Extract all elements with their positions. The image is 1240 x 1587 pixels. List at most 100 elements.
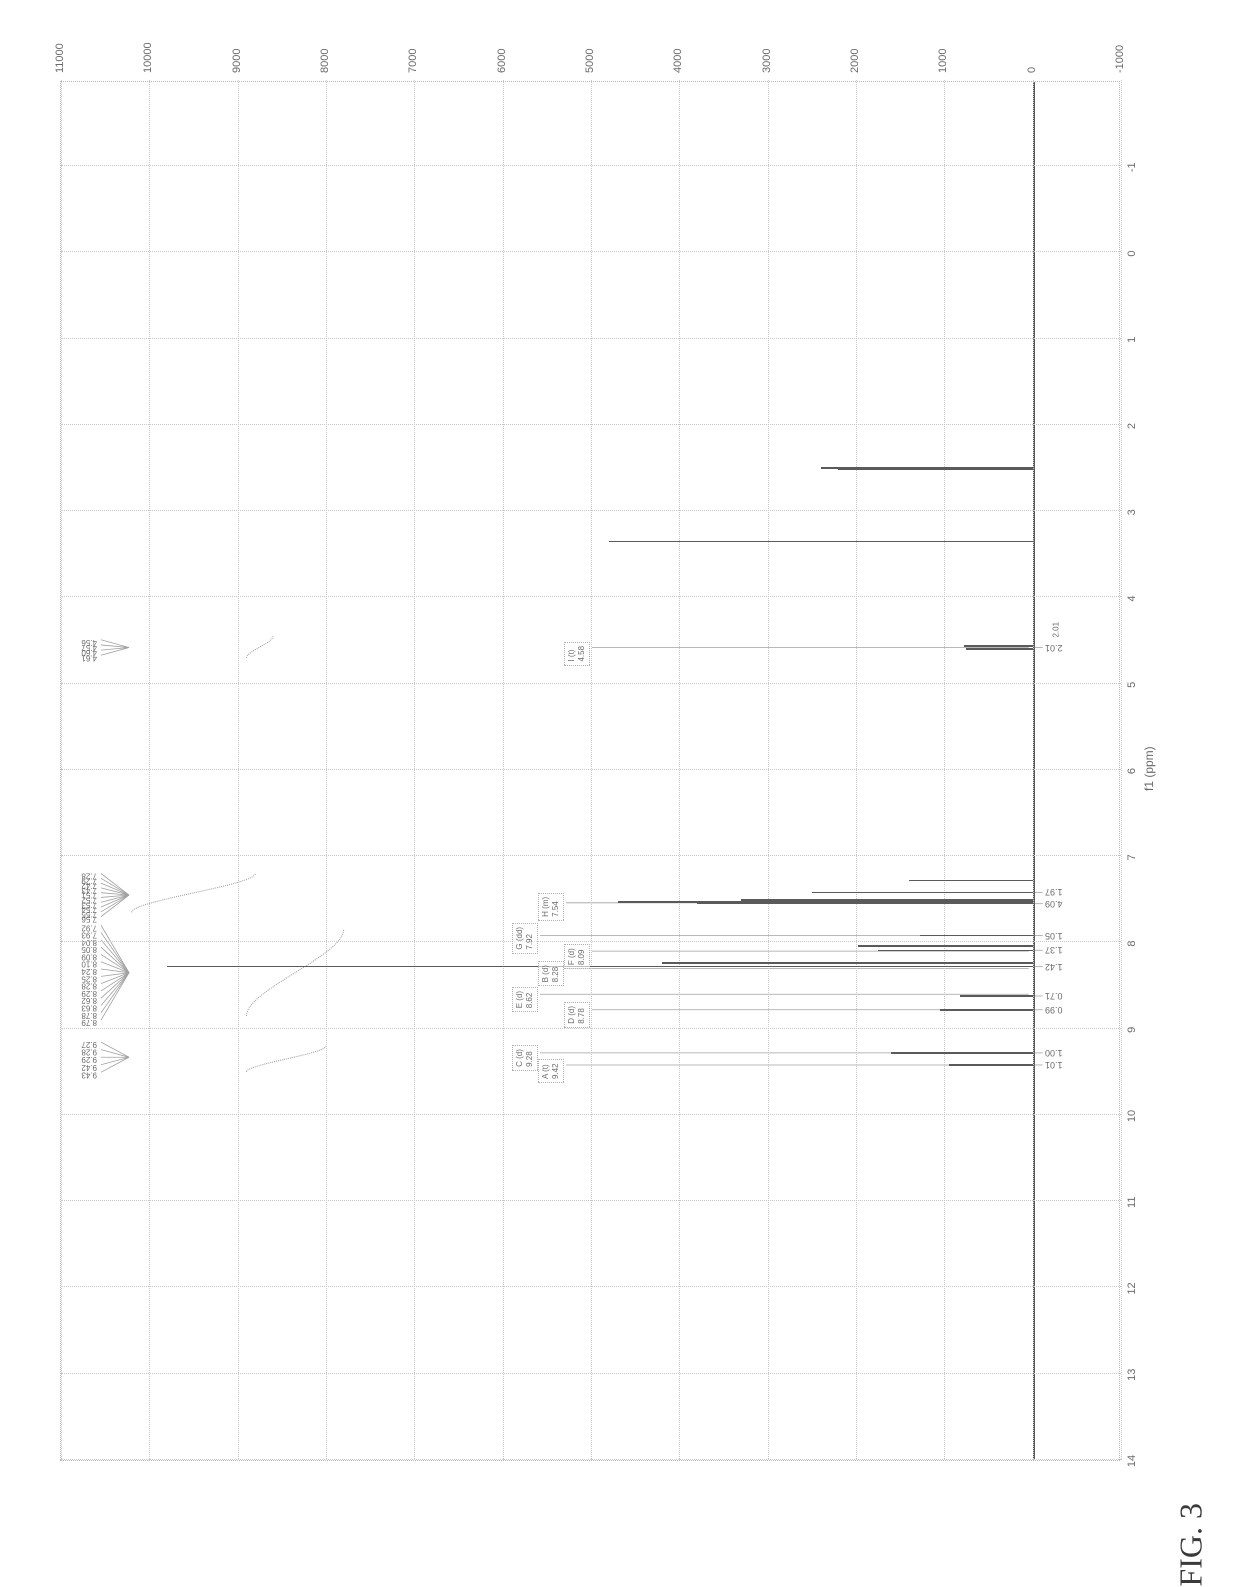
svg-text:8.10: 8.10 (81, 960, 97, 969)
svg-text:9.28: 9.28 (81, 1048, 97, 1057)
x-tick-label: 4 (1126, 595, 1138, 601)
x-tick-label: 11 (1126, 1197, 1138, 1208)
nmr-peak (812, 892, 1033, 894)
svg-text:8.63: 8.63 (81, 1004, 97, 1013)
integral-value: 1.97 (1045, 887, 1063, 897)
y-tick-label: -1000 (1114, 45, 1126, 73)
y-tick-label: 1000 (937, 49, 949, 73)
svg-text:8.28: 8.28 (81, 982, 97, 991)
x-tick-label: 6 (1126, 768, 1138, 774)
svg-text:7.56: 7.56 (81, 915, 97, 924)
gridline-h (1033, 80, 1034, 1460)
x-tick-label: 14 (1126, 1455, 1138, 1467)
integral-value: 0.71 (1045, 991, 1063, 1001)
gridline-h (238, 80, 239, 1460)
svg-text:7.51: 7.51 (81, 891, 97, 900)
svg-text:8.78: 8.78 (81, 1011, 97, 1020)
y-tick-label: 11000 (54, 43, 66, 73)
svg-text:7.42: 7.42 (81, 881, 97, 890)
nmr-peak (909, 880, 1033, 882)
x-tick-label: 1 (1126, 337, 1138, 343)
nmr-peak (618, 901, 1033, 903)
multiplet-box: B (d)8.28 (538, 961, 564, 986)
nmr-peak (949, 1064, 1033, 1066)
svg-text:8.24: 8.24 (81, 967, 97, 976)
figure-caption: FIG. 3 (1173, 1503, 1210, 1587)
svg-text:7.28: 7.28 (81, 872, 97, 881)
x-axis-title: f1 (ppm) (1142, 746, 1156, 791)
x-tick-label: 9 (1126, 1027, 1138, 1033)
multiplet-box: F (d)8.09 (564, 944, 590, 969)
gridline-h (856, 80, 857, 1460)
y-tick-label: 2000 (849, 49, 861, 73)
spectrum-page: PROTON_01 9.439.429.299.289.278.798.788.… (0, 0, 1240, 1521)
integral-value: 1.42 (1045, 962, 1063, 972)
x-tick-label: 10 (1126, 1110, 1138, 1122)
svg-text:7.55: 7.55 (81, 910, 97, 919)
svg-text:9.27: 9.27 (81, 1040, 97, 1049)
integral-value: 1.01 (1045, 1060, 1063, 1070)
gridline-h (326, 80, 327, 1460)
svg-text:7.29: 7.29 (81, 876, 97, 885)
y-tick-label: 6000 (496, 49, 508, 73)
svg-text:8.29: 8.29 (81, 989, 97, 998)
svg-text:7.54: 7.54 (81, 905, 97, 914)
gridline-h (503, 80, 504, 1460)
svg-text:4.60: 4.60 (81, 648, 97, 657)
integral-value: 1.05 (1045, 931, 1063, 941)
y-tick-label: 3000 (761, 49, 773, 73)
gridline-h (1121, 80, 1122, 1460)
nmr-peak (960, 995, 1032, 997)
svg-text:8.62: 8.62 (81, 996, 97, 1005)
nmr-peak (878, 950, 1033, 952)
x-tick-label: -1 (1126, 162, 1138, 172)
x-tick-label: 2 (1126, 423, 1138, 429)
nmr-peak (858, 945, 1033, 947)
svg-text:7.53: 7.53 (81, 900, 97, 909)
integral-value: 1.37 (1045, 945, 1063, 955)
y-tick-label: 7000 (407, 49, 419, 73)
gridline-h (768, 80, 769, 1460)
integral-value: 1.00 (1045, 1048, 1063, 1058)
nmr-peak (964, 645, 1033, 647)
multiplet-box: C (d)9.28 (512, 1045, 538, 1071)
svg-text:4.61: 4.61 (81, 653, 97, 662)
y-tick-label: 5000 (584, 49, 596, 73)
x-tick-label: 0 (1126, 250, 1138, 256)
svg-text:8.05: 8.05 (81, 945, 97, 954)
x-tick-label: 13 (1126, 1369, 1138, 1381)
multiplet-box: D (d)8.78 (564, 1002, 590, 1028)
integral-value: 0.99 (1045, 1005, 1063, 1015)
svg-text:7.92: 7.92 (81, 923, 97, 932)
multiplet-box: G (dd)7.92 (512, 923, 538, 954)
x-tick-label: 3 (1126, 509, 1138, 515)
nmr-peak (609, 541, 1033, 543)
x-tick-label: 7 (1126, 854, 1138, 860)
svg-text:7.43: 7.43 (81, 886, 97, 895)
svg-text:8.79: 8.79 (81, 1018, 97, 1027)
y-tick-label: 4000 (672, 49, 684, 73)
y-tick-label: 8000 (319, 49, 331, 73)
integral-value: 2.01 (1045, 643, 1063, 653)
svg-text:4.57: 4.57 (81, 643, 97, 652)
nmr-peak (920, 935, 1033, 937)
gridline-h (591, 80, 592, 1460)
nmr-peak (940, 1009, 1033, 1011)
gridline-h (679, 80, 680, 1460)
y-tick-label: 9000 (231, 49, 243, 73)
gridline-h (414, 80, 415, 1460)
multiplet-box: H (m)7.54 (538, 893, 564, 921)
x-tick-label: 12 (1126, 1282, 1138, 1294)
svg-text:9.42: 9.42 (81, 1063, 97, 1072)
gridline-h (149, 80, 150, 1460)
gridline-h (944, 80, 945, 1460)
multiplet-box: E (d)8.62 (512, 987, 538, 1012)
svg-text:7.93: 7.93 (81, 931, 97, 940)
nmr-plot-area: 9.439.429.299.289.278.798.788.638.628.29… (60, 81, 1120, 1461)
svg-text:8.25: 8.25 (81, 974, 97, 983)
nmr-peak (847, 467, 1033, 469)
multiplet-box: A (t)9.42 (538, 1059, 564, 1083)
nmr-peak (891, 1052, 1032, 1054)
nmr-peak (697, 903, 1033, 905)
svg-text:9.29: 9.29 (81, 1055, 97, 1064)
